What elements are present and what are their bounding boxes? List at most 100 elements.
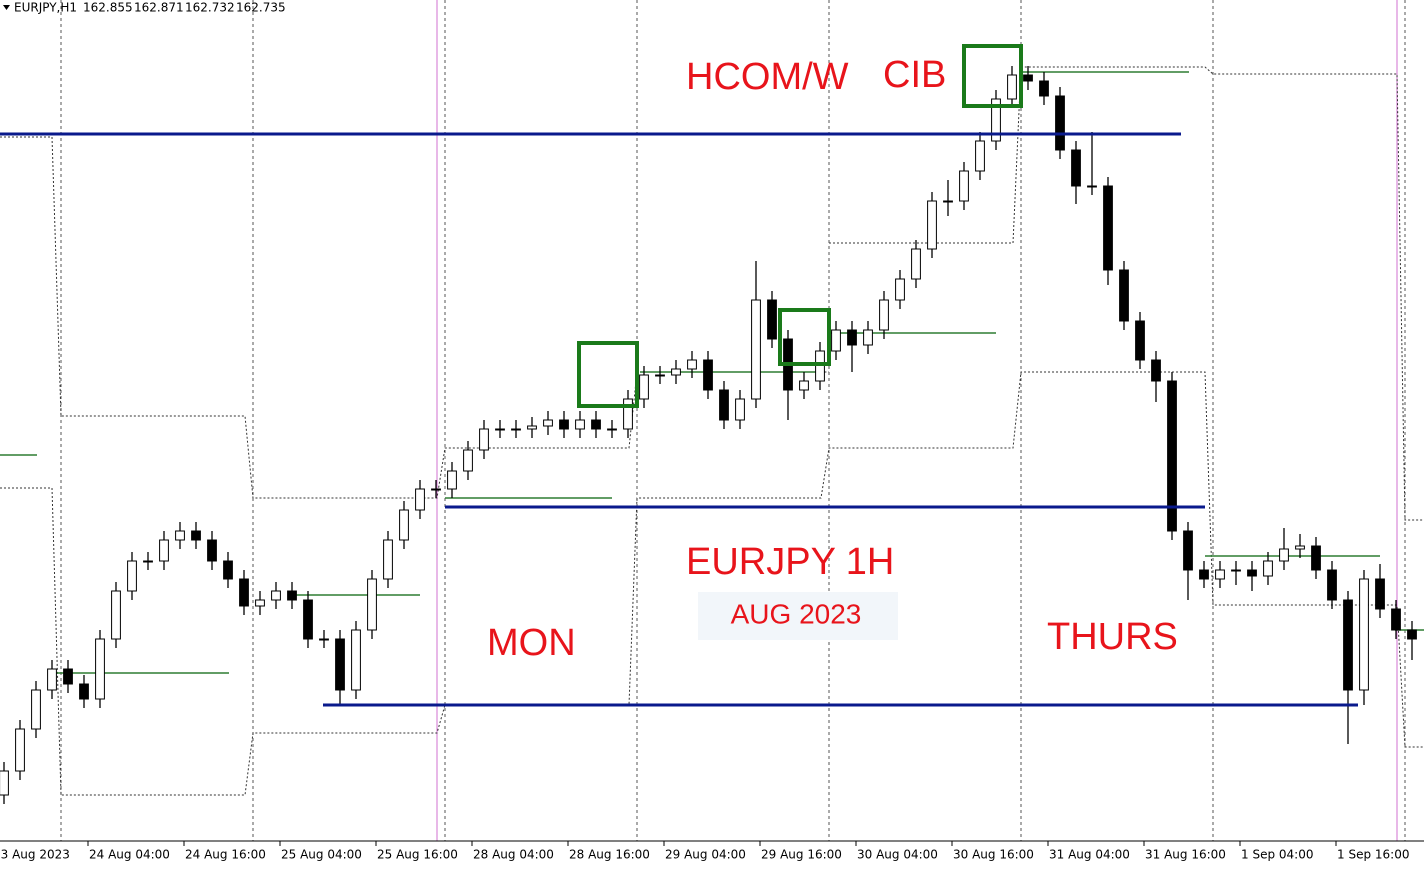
candle-body (351, 629, 361, 691)
highlight-box (962, 44, 1023, 108)
candle-body (1343, 599, 1353, 691)
candle-body (1055, 95, 1065, 151)
candle-body (735, 398, 745, 421)
candle-body (1135, 320, 1145, 361)
candle-body (991, 98, 1001, 142)
candle-body (559, 419, 569, 430)
candle-body (607, 428, 617, 431)
candle-body (1183, 530, 1193, 571)
candle-body (111, 590, 121, 640)
highlight-box (577, 341, 639, 408)
annotation: CIB (883, 54, 946, 96)
candle-body (1167, 380, 1177, 532)
x-tick-label: 29 Aug 04:00 (665, 848, 746, 862)
candle-body (383, 539, 393, 580)
candle-body (1199, 569, 1209, 580)
highlight-box (778, 308, 831, 366)
candle-body (495, 428, 505, 431)
x-tick-label: 1 Sep 04:00 (1241, 848, 1313, 862)
x-tick-label: 28 Aug 16:00 (569, 848, 650, 862)
quote-low: 162.732 (185, 1, 235, 15)
decorations (0, 0, 1424, 841)
candle-body (1247, 569, 1257, 577)
range-box (0, 136, 829, 499)
candle-body (63, 668, 73, 685)
header: EURJPY,H1 162.855 162.871 162.732 162.73… (3, 1, 286, 15)
x-tick-label: 31 Aug 16:00 (1145, 848, 1226, 862)
x-tick-label: 30 Aug 04:00 (857, 848, 938, 862)
annotations: HCOM/W CIB EURJPY 1H AUG 2023 MON THURS (0, 44, 1358, 707)
annotation: EURJPY 1H (686, 541, 894, 583)
candle-body (159, 539, 169, 562)
candle-body (1279, 548, 1289, 562)
candle-body (831, 329, 841, 352)
annotation: AUG 2023 (731, 598, 862, 629)
candle-body (719, 389, 729, 421)
x-tick-label: 29 Aug 16:00 (761, 848, 842, 862)
candle-body (415, 488, 425, 511)
range-box (0, 371, 1424, 796)
candle-body (847, 329, 857, 346)
annotation: MON (487, 622, 576, 664)
candle-body (751, 299, 761, 400)
candle-body (1391, 608, 1401, 631)
candle-body (527, 425, 537, 430)
candle-body (1231, 569, 1241, 572)
candle-body (655, 374, 665, 377)
candle-body (863, 329, 873, 346)
candle-body (1327, 569, 1337, 601)
candle-body (1263, 560, 1273, 577)
x-tick-label: 31 Aug 04:00 (1049, 848, 1130, 862)
candle-body (1151, 359, 1161, 382)
candle-body (591, 419, 601, 430)
candle-body (15, 728, 25, 772)
candle-body (271, 590, 281, 601)
candle-body (287, 590, 297, 601)
candle-body (1215, 569, 1225, 580)
candle-body (943, 200, 953, 203)
candle-body (207, 539, 217, 562)
candle-body (1295, 545, 1305, 550)
candle-body (255, 599, 265, 607)
candle-body (399, 509, 409, 541)
candle-body (879, 299, 889, 331)
candle-body (127, 560, 137, 592)
candle-body (639, 374, 649, 400)
quote-high: 162.871 (134, 1, 184, 15)
menu-arrow[interactable] (3, 5, 10, 10)
candle-body (95, 638, 105, 700)
candle-body (479, 428, 489, 451)
annotation: THURS (1047, 616, 1178, 658)
x-tick-label: 25 Aug 16:00 (377, 848, 458, 862)
candle-body (687, 359, 697, 370)
candle-body (671, 368, 681, 376)
candle-body (31, 689, 41, 730)
candle-body (511, 428, 521, 431)
symbol: EURJPY,H1 (14, 1, 77, 15)
candle-body (927, 200, 937, 250)
candle-body (335, 638, 345, 691)
candle-body (239, 578, 249, 607)
candle-body (1007, 74, 1017, 100)
candle-body (1407, 629, 1417, 640)
candle-body (959, 170, 969, 202)
candle-body (1071, 149, 1081, 187)
candle-body (223, 560, 233, 580)
candle-body (447, 470, 457, 490)
range-box (829, 66, 1424, 521)
candle-body (191, 530, 201, 541)
x-axis-ticks: 23 Aug 2023 24 Aug 04:00 24 Aug 16:00 25 Au… (0, 841, 1409, 862)
candle-body (623, 398, 633, 430)
quote-close: 162.735 (236, 1, 286, 15)
x-tick-label: 25 Aug 04:00 (281, 848, 362, 862)
candle-body (1359, 578, 1369, 691)
candle-body (703, 359, 713, 391)
candle-body (799, 380, 809, 391)
candle-body (1119, 269, 1129, 322)
candle-body (1039, 80, 1049, 97)
plot-area (0, 0, 1424, 841)
x-tick-label: 1 Sep 16:00 (1337, 848, 1409, 862)
x-tick-label: 28 Aug 04:00 (473, 848, 554, 862)
